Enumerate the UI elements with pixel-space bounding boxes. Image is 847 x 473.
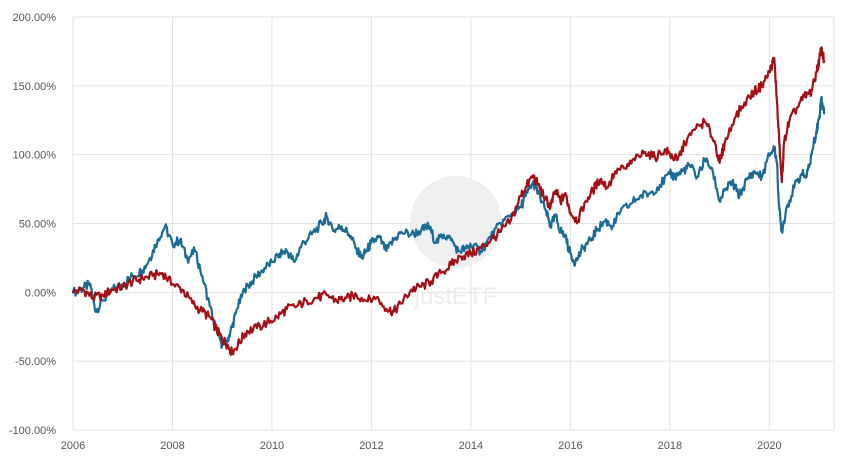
y-tick-label: -100.00% — [9, 425, 56, 437]
grid — [72, 16, 835, 431]
x-tick-label: 2016 — [558, 440, 582, 452]
x-tick-label: 2018 — [658, 440, 682, 452]
y-axis-tick-labels: 200.00% 150.00% 100.00% 50.00% 0.00% -50.00% -… — [9, 12, 56, 437]
y-tick-label: 0.00% — [25, 287, 56, 299]
y-tick-label: 200.00% — [13, 12, 57, 24]
y-tick-label: 50.00% — [19, 219, 57, 231]
x-tick-label: 2006 — [61, 440, 85, 452]
y-tick-label: 100.00% — [13, 150, 57, 162]
watermark-text: justETF — [414, 283, 498, 310]
x-tick-label: 2010 — [260, 440, 284, 452]
y-tick-label: -50.00% — [15, 356, 56, 368]
x-tick-label: 2012 — [359, 440, 383, 452]
x-tick-label: 2008 — [160, 440, 184, 452]
x-tick-label: 2020 — [757, 440, 781, 452]
x-axis-tick-labels: 2006 2008 2010 2012 2014 2016 2018 2020 — [61, 440, 782, 452]
x-tick-label: 2014 — [459, 440, 483, 452]
y-tick-label: 150.00% — [13, 81, 57, 93]
series-line-2 — [71, 46, 826, 356]
series-lines — [71, 46, 826, 356]
watermark-circle — [410, 176, 502, 268]
watermark: justETF — [410, 176, 502, 310]
